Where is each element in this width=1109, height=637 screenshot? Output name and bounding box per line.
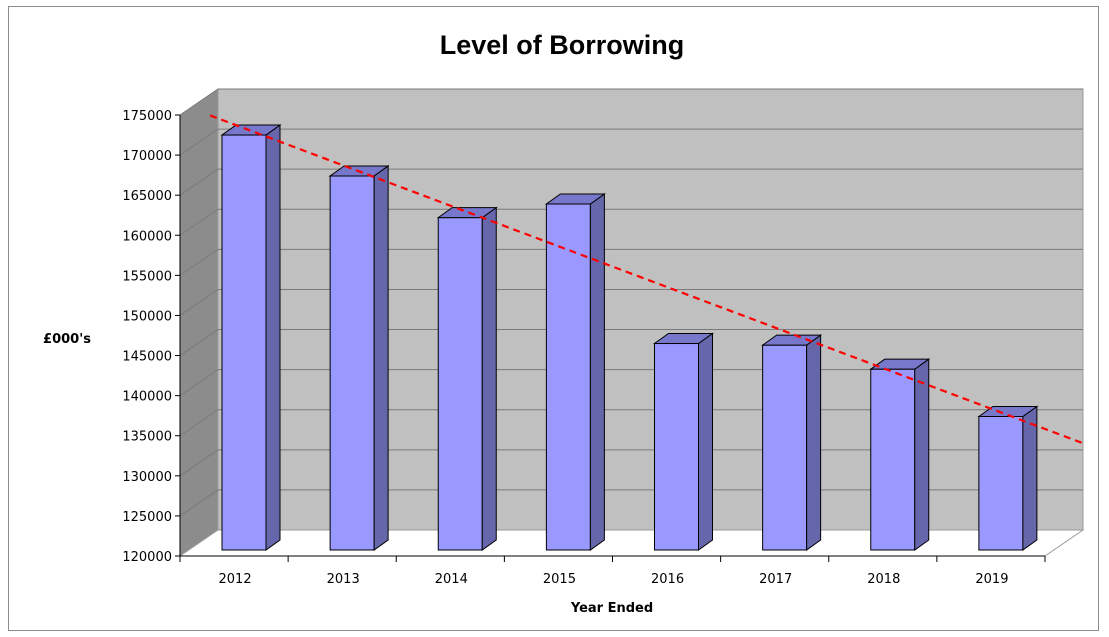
plot-area: 120000 125000 130000 135000 140000 145000 1500… xyxy=(122,88,1085,587)
gridline xyxy=(179,128,1083,156)
bar-front xyxy=(545,203,591,551)
x-tick-label: 2014 xyxy=(435,572,468,587)
bar-side xyxy=(265,124,281,551)
y-tick-label: 170000 xyxy=(122,149,172,164)
bar-front xyxy=(870,368,916,551)
bar-front xyxy=(437,217,483,551)
x-axis-label: Year Ended xyxy=(570,601,653,616)
bar-front xyxy=(978,415,1024,551)
y-axis-label: £000's xyxy=(43,332,91,347)
bar-top xyxy=(869,358,931,370)
x-tick-label: 2016 xyxy=(651,572,684,587)
y-tick-label: 160000 xyxy=(122,229,172,244)
bar-front xyxy=(329,175,375,551)
chart-title: Level of Borrowing xyxy=(440,30,685,60)
gridline xyxy=(179,288,1083,316)
bar-front xyxy=(221,134,267,551)
bar-top xyxy=(220,124,282,136)
y-tick-label: 150000 xyxy=(122,309,172,324)
bar-side xyxy=(589,193,605,551)
x-tick-label: 2019 xyxy=(975,572,1008,587)
y-tick-label: 130000 xyxy=(122,470,172,485)
bar-top xyxy=(761,334,823,346)
bar-side xyxy=(373,164,389,551)
y-tick-label: 135000 xyxy=(122,430,172,445)
bar-side xyxy=(698,332,713,551)
bar-top xyxy=(436,207,498,219)
gridline xyxy=(179,208,1083,236)
bar-side xyxy=(806,334,822,551)
bar-top xyxy=(544,193,606,205)
gridline xyxy=(179,248,1083,276)
side-wall xyxy=(180,89,218,556)
x-tick-label: 2018 xyxy=(867,572,900,587)
y-tick-label: 175000 xyxy=(122,109,172,124)
x-tick-label: 2017 xyxy=(759,572,792,587)
bar-side xyxy=(481,206,497,551)
y-tick-label: 165000 xyxy=(122,189,172,204)
gridline xyxy=(179,88,1083,116)
gridline xyxy=(179,329,1083,356)
y-tick-label: 120000 xyxy=(122,550,172,565)
bar-top xyxy=(977,405,1039,417)
y-tick-label: 125000 xyxy=(122,510,172,525)
bar-front xyxy=(654,343,699,551)
floor xyxy=(178,529,1085,557)
x-tick-label: 2013 xyxy=(327,572,360,587)
y-tick-label: 155000 xyxy=(122,269,172,284)
y-tick-label: 140000 xyxy=(122,390,172,405)
bar-front xyxy=(762,344,808,551)
gridline xyxy=(179,168,1083,196)
x-tick-label: 2012 xyxy=(219,572,252,587)
bar-side xyxy=(914,358,930,551)
y-tick-label: 145000 xyxy=(122,350,172,365)
bar-top xyxy=(652,333,715,345)
bar-side xyxy=(1022,405,1038,551)
x-tick-label: 2015 xyxy=(543,572,576,587)
